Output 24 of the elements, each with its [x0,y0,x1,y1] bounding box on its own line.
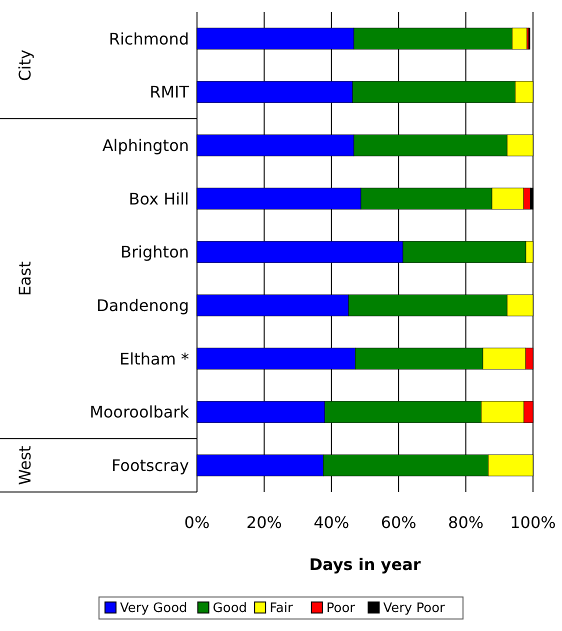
text: City [16,50,35,82]
y-tick-label: Alphington [102,136,189,155]
y-tick-label: Mooroolbark [90,402,190,422]
y-tick-label: Brighton [120,242,189,262]
x-tick-label: 0% [184,513,210,532]
y-tick-label: Eltham * [120,349,189,368]
x-tick-label: 40% [314,513,350,532]
x-tick-label: 60% [380,513,416,532]
x-tick-label: 80% [448,513,484,532]
legend-label: Very Good [120,601,188,616]
x-tick-label: 20% [246,513,282,532]
x-tick-label: 100% [510,513,556,532]
legend-label: Very Poor [383,601,446,616]
legend-label: Poor [326,601,356,616]
y-tick-label: Footscray [112,456,189,475]
x-axis-title: Days in year [309,555,421,574]
y-tick-label: Box Hill [128,189,189,208]
text: West [16,446,35,486]
text: East [16,261,35,296]
legend-label: Fair [270,601,294,616]
y-tick-label: Dandenong [96,296,189,315]
y-tick-label: RMIT [150,82,190,102]
legend-label: Good [212,601,248,616]
y-tick-label: Richmond [108,29,189,48]
